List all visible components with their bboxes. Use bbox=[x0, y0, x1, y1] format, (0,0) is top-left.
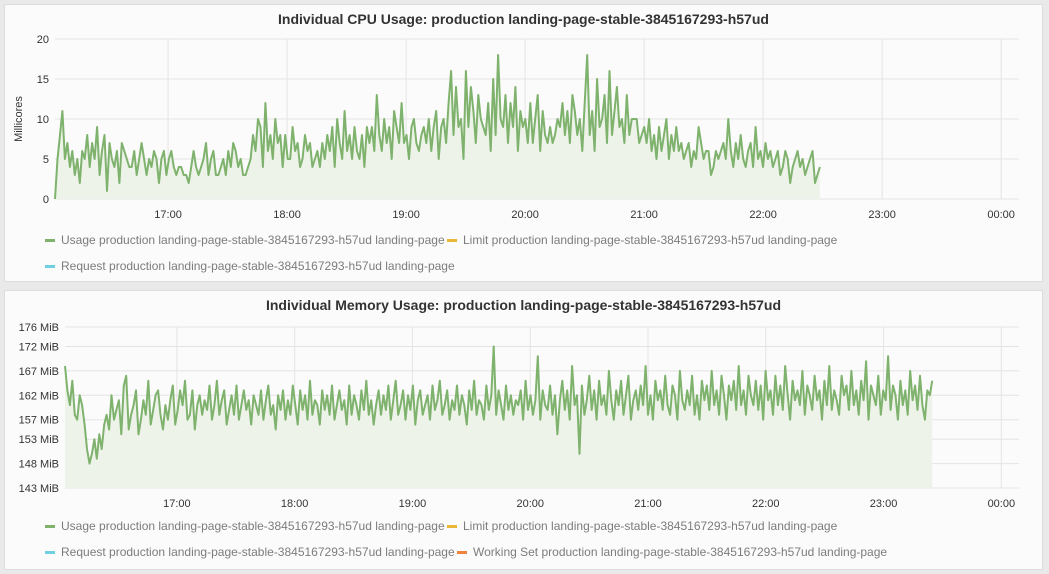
memory-xtick-label: 00:00 bbox=[988, 498, 1016, 510]
memory-legend-request-label: Request production landing-page-stable-3… bbox=[61, 545, 455, 559]
memory-xtick-label: 20:00 bbox=[516, 498, 544, 510]
memory-xtick-label: 22:00 bbox=[752, 498, 780, 510]
memory-usage-line bbox=[64, 345, 934, 465]
cpu-xtick-label: 19:00 bbox=[392, 209, 420, 221]
memory-legend-request[interactable]: Request production landing-page-stable-3… bbox=[45, 545, 455, 559]
cpu-xtick-label: 23:00 bbox=[868, 209, 896, 221]
cpu-ylabel: Millicores bbox=[13, 96, 25, 142]
cpu-legend-usage[interactable]: Usage production landing-page-stable-384… bbox=[45, 233, 445, 247]
usage-color-swatch bbox=[45, 238, 55, 242]
cpu-ytick-label: 10 bbox=[37, 114, 49, 126]
memory-ytick-label: 148 MiB bbox=[19, 459, 59, 471]
cpu-legend-usage-label: Usage production landing-page-stable-384… bbox=[61, 233, 445, 247]
memory-usage-area bbox=[65, 346, 933, 488]
cpu-usage-chart[interactable]: 0 5 10 15 20 17:00 18:00 19:00 20:00 21:00 22:00 23… bbox=[5, 5, 1042, 235]
memory-legend-usage[interactable]: Usage production landing-page-stable-384… bbox=[45, 519, 445, 533]
memory-xtick-label: 18:00 bbox=[281, 498, 309, 510]
memory-ytick-label: 153 MiB bbox=[19, 434, 59, 446]
memory-legend-limit[interactable]: Limit production landing-page-stable-384… bbox=[447, 519, 837, 533]
memory-ytick-label: 157 MiB bbox=[19, 415, 59, 427]
limit-color-swatch bbox=[447, 524, 457, 528]
cpu-xtick-label: 00:00 bbox=[987, 209, 1015, 221]
request-color-swatch bbox=[45, 264, 55, 268]
working-set-color-swatch bbox=[457, 550, 467, 554]
memory-xtick-label: 21:00 bbox=[634, 498, 662, 510]
cpu-legend-limit-label: Limit production landing-page-stable-384… bbox=[463, 233, 838, 247]
memory-xtick-label: 23:00 bbox=[870, 498, 898, 510]
memory-ytick-label: 176 MiB bbox=[19, 322, 59, 334]
memory-legend-limit-label: Limit production landing-page-stable-384… bbox=[463, 519, 838, 533]
memory-xtick-label: 19:00 bbox=[399, 498, 427, 510]
cpu-xtick-label: 21:00 bbox=[630, 209, 658, 221]
cpu-ytick-label: 15 bbox=[37, 74, 49, 86]
cpu-xtick-label: 17:00 bbox=[154, 209, 182, 221]
usage-color-swatch bbox=[45, 524, 55, 528]
cpu-xtick-label: 20:00 bbox=[511, 209, 539, 221]
memory-ytick-label: 143 MiB bbox=[19, 483, 59, 495]
memory-ytick-label: 167 MiB bbox=[19, 366, 59, 378]
cpu-ytick-label: 0 bbox=[43, 194, 49, 206]
memory-xtick-label: 17:00 bbox=[163, 498, 191, 510]
cpu-usage-panel: Individual CPU Usage: production landing… bbox=[4, 4, 1043, 282]
cpu-ytick-label: 20 bbox=[37, 34, 49, 46]
memory-legend-working-set[interactable]: Working Set production landing-page-stab… bbox=[457, 545, 887, 559]
request-color-swatch bbox=[45, 550, 55, 554]
memory-usage-panel: Individual Memory Usage: production land… bbox=[4, 290, 1043, 570]
cpu-xtick-label: 22:00 bbox=[749, 209, 777, 221]
memory-legend-working-set-label: Working Set production landing-page-stab… bbox=[473, 545, 888, 559]
limit-color-swatch bbox=[447, 238, 457, 242]
cpu-legend-limit[interactable]: Limit production landing-page-stable-384… bbox=[447, 233, 837, 247]
memory-legend-usage-label: Usage production landing-page-stable-384… bbox=[61, 519, 445, 533]
memory-usage-chart[interactable]: 143 MiB 148 MiB 153 MiB 157 MiB 162 MiB 167 M… bbox=[5, 291, 1042, 521]
cpu-usage-line bbox=[54, 54, 821, 200]
cpu-xtick-label: 18:00 bbox=[273, 209, 301, 221]
cpu-ytick-label: 5 bbox=[43, 154, 49, 166]
cpu-usage-area bbox=[55, 55, 820, 199]
cpu-legend-request-label: Request production landing-page-stable-3… bbox=[61, 259, 455, 273]
memory-ytick-label: 162 MiB bbox=[19, 390, 59, 402]
cpu-panel-title: Individual CPU Usage: production landing… bbox=[278, 11, 769, 27]
memory-ytick-label: 172 MiB bbox=[19, 342, 59, 354]
memory-panel-title: Individual Memory Usage: production land… bbox=[265, 297, 781, 313]
cpu-legend-request[interactable]: Request production landing-page-stable-3… bbox=[45, 259, 455, 273]
